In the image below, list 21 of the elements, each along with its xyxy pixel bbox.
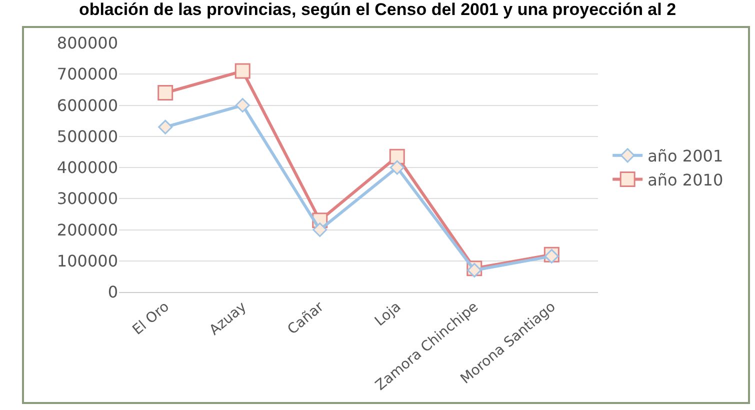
y-tick-label: 500000 (56, 126, 118, 146)
point (390, 160, 404, 175)
legend-label: año 2001 (648, 146, 724, 166)
y-tick-label: 300000 (56, 189, 118, 208)
y-tick-label: 700000 (56, 64, 118, 84)
point (312, 222, 328, 237)
x-tick-label: El Oro (130, 298, 172, 338)
x-tick-label: Loja (372, 298, 404, 330)
y-tick-label: 100000 (56, 251, 118, 270)
point (158, 120, 173, 134)
point (234, 63, 250, 79)
point (235, 98, 250, 112)
y-tick-label: 200000 (56, 220, 118, 240)
chart-title: oblación de las provincias, según el Censo del 2001 y una proyección al 2 (78, 0, 678, 20)
point (389, 148, 405, 164)
y-tick-label: 800000 (56, 34, 118, 53)
y-tick-label: 400000 (56, 158, 118, 178)
legend-label: año 2010 (648, 170, 724, 190)
y-tick-label: 600000 (56, 96, 118, 115)
y-tick-label: 0 (108, 282, 118, 302)
point (158, 85, 174, 101)
